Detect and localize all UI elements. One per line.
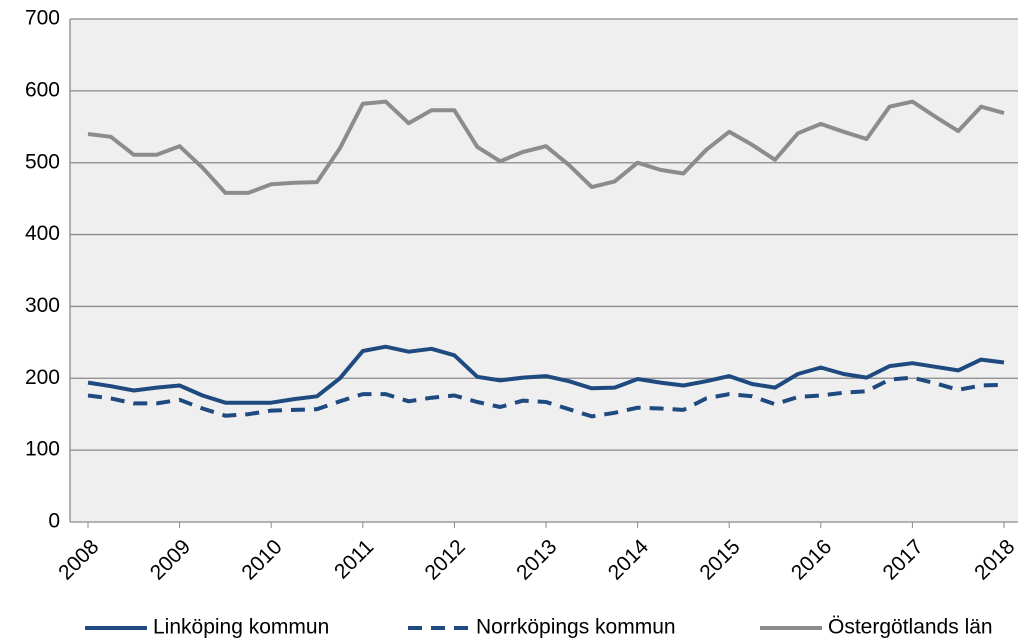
x-tick-label: 2015	[695, 535, 744, 584]
y-tick-label: 100	[25, 438, 60, 461]
x-tick-label: 2013	[512, 535, 561, 584]
plot-area	[70, 19, 1018, 522]
x-tick-label: 2011	[330, 535, 378, 583]
y-tick-label: 700	[25, 7, 60, 30]
x-tick-label: 2008	[54, 535, 103, 584]
y-tick-label: 600	[25, 78, 60, 101]
y-tick-label: 200	[25, 366, 60, 389]
x-tick-label: 2018	[970, 535, 1019, 584]
x-tick-label: 2012	[421, 535, 470, 584]
y-tick-label: 400	[25, 222, 60, 245]
legend-label: Östergötlands län	[828, 616, 993, 639]
x-tick-label: 2017	[879, 535, 928, 584]
y-tick-label: 500	[25, 150, 60, 173]
x-tick-label: 2009	[146, 535, 195, 584]
series-line	[87, 344, 1005, 405]
legend-label: Linköping kommun	[153, 616, 329, 639]
x-tick-label: 2010	[237, 535, 286, 584]
legend-label: Norrköpings kommun	[476, 616, 676, 639]
y-tick-label: 300	[25, 294, 60, 317]
x-tick-label: 2014	[604, 535, 654, 585]
y-tick-label: 0	[48, 510, 60, 533]
series-line	[87, 375, 1005, 419]
series-line	[87, 99, 1005, 195]
x-tick-label: 2016	[787, 535, 836, 584]
